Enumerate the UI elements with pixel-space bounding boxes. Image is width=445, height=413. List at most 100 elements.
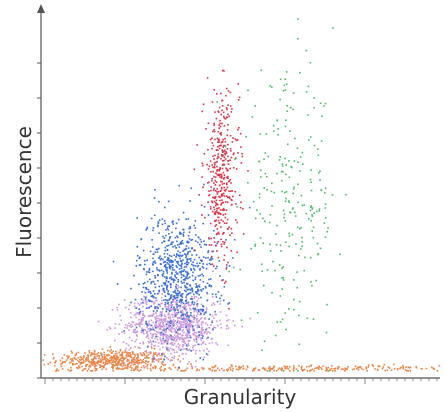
scatter-point (211, 258, 214, 260)
scatter-point (180, 243, 182, 245)
scatter-point (158, 219, 161, 221)
scatter-point (215, 244, 217, 247)
scatter-point (153, 297, 155, 299)
scatter-point (276, 224, 278, 227)
scatter-point (159, 367, 161, 370)
scatter-point (212, 296, 214, 298)
scatter-point (83, 360, 85, 362)
scatter-point (157, 221, 160, 223)
scatter-point (153, 358, 156, 360)
scatter-point (199, 269, 201, 271)
scatter-point (173, 351, 176, 354)
scatter-point (227, 180, 230, 183)
scatter-point (272, 130, 275, 132)
scatter-point (183, 307, 186, 310)
scatter-point (170, 304, 173, 306)
scatter-point (159, 303, 161, 306)
scatter-point (221, 122, 223, 125)
scatter-point (146, 227, 148, 230)
scatter-point (187, 293, 189, 296)
scatter-point (137, 359, 139, 362)
scatter-point (72, 360, 74, 362)
scatter-point (263, 284, 265, 287)
scatter-point (94, 365, 97, 367)
scatter-point (112, 363, 115, 366)
scatter-point (159, 255, 161, 257)
scatter-point (138, 324, 141, 327)
scatter-point (163, 358, 166, 361)
scatter-point (187, 218, 190, 220)
scatter-point (165, 305, 168, 308)
scatter-point (151, 336, 153, 339)
scatter-point (183, 266, 186, 268)
scatter-point (170, 368, 172, 371)
scatter-point (179, 271, 182, 274)
scatter-point (135, 265, 138, 267)
scatter-point (281, 277, 283, 279)
scatter-point (177, 358, 179, 361)
scatter-point (223, 174, 226, 176)
scatter-point (185, 276, 187, 278)
scatter-point (130, 323, 133, 326)
scatter-point (188, 227, 190, 230)
scatter-point (180, 303, 182, 305)
scatter-point (206, 263, 208, 266)
scatter-point (239, 206, 242, 209)
scatter-point (327, 227, 329, 229)
scatter-point (139, 358, 142, 361)
scatter-point (303, 204, 305, 206)
scatter-point (215, 219, 217, 221)
scatter-point (100, 352, 102, 354)
scatter-point (162, 322, 164, 324)
scatter-point (152, 264, 154, 266)
scatter-point (167, 200, 170, 203)
scatter-point (223, 182, 225, 185)
scatter-point (185, 348, 188, 350)
scatter-point (156, 355, 158, 357)
scatter-point (151, 246, 154, 248)
scatter-point (199, 243, 201, 246)
scatter-point (279, 156, 281, 158)
scatter-point (208, 285, 211, 287)
scatter-point (107, 361, 110, 363)
scatter-point (237, 83, 239, 85)
scatter-point (378, 365, 381, 368)
scatter-point (162, 261, 165, 264)
scatter-point (279, 321, 282, 323)
scatter-point (149, 351, 152, 354)
scatter-point (163, 370, 165, 372)
scatter-point (123, 357, 126, 360)
scatter-point (325, 331, 328, 334)
scatter-point (225, 268, 228, 270)
scatter-point (116, 283, 119, 285)
scatter-point (203, 313, 205, 316)
scatter-point (119, 348, 122, 351)
scatter-point (377, 365, 379, 367)
scatter-point (182, 274, 185, 277)
scatter-point (153, 303, 155, 305)
scatter-point (177, 311, 180, 314)
scatter-point (148, 341, 150, 344)
scatter-point (62, 361, 64, 363)
scatter-point (147, 288, 150, 291)
scatter-point (174, 298, 177, 300)
scatter-point (166, 327, 169, 329)
scatter-point (116, 366, 119, 369)
scatter-point (207, 168, 210, 170)
scatter-point (222, 207, 225, 210)
scatter-point (142, 314, 145, 316)
scatter-point (211, 210, 214, 213)
scatter-point (177, 328, 179, 331)
scatter-point (220, 327, 222, 329)
scatter-point (144, 286, 147, 289)
scatter-point (145, 360, 147, 362)
scatter-point (241, 153, 243, 155)
scatter-point (61, 362, 63, 365)
scatter-point (223, 195, 226, 197)
scatter-point (220, 113, 222, 116)
scatter-point (172, 349, 175, 352)
scatter-point (119, 314, 121, 317)
scatter-point (282, 171, 284, 173)
scatter-point (134, 354, 136, 357)
scatter-point (180, 270, 183, 273)
